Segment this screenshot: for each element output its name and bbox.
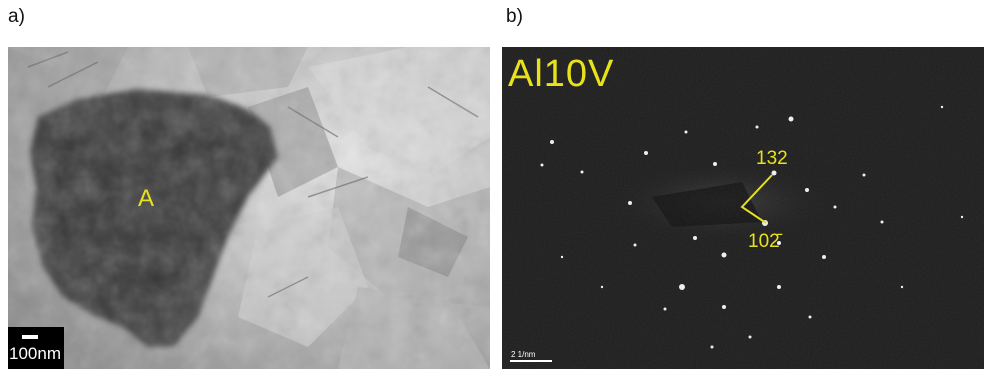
diffraction-image [502, 47, 984, 369]
tem-micrograph: A 100nm [8, 47, 490, 369]
scale-bar: 100nm [8, 327, 64, 369]
diffraction-scale-text: 2 1/nm [511, 350, 536, 359]
grain-label: A [138, 185, 155, 212]
diffraction-scale-line [510, 360, 552, 362]
micrograph-image [8, 47, 490, 369]
spot-index-132: 132 [756, 148, 788, 169]
panel-label-b: b) [506, 6, 523, 27]
diffraction-pattern: Al10V 132 102̄ 2 1/nm [502, 47, 984, 369]
spot-index-102: 102̄ [748, 231, 780, 252]
panel-label-a: a) [8, 6, 25, 27]
scale-bar-line [22, 335, 38, 339]
scale-bar-text: 100nm [9, 344, 61, 363]
alloy-title: Al10V [508, 53, 615, 95]
